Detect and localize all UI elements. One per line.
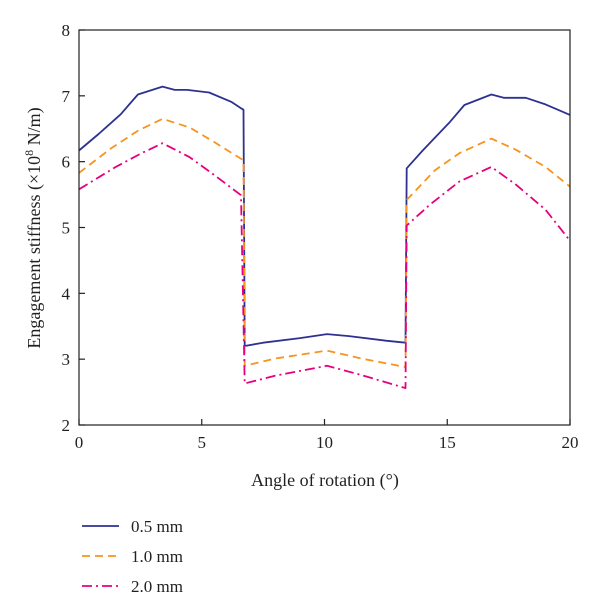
legend: 0.5 mm 1.0 mm 2.0 mm	[82, 517, 183, 596]
y-axis-title-unit: N/m)	[24, 107, 45, 150]
x-tick-label: 0	[75, 433, 84, 452]
y-tick-label: 7	[62, 87, 71, 106]
y-tick-label: 2	[62, 416, 71, 435]
y-tick-label: 8	[62, 21, 71, 40]
x-tick-label: 10	[316, 433, 333, 452]
legend-label-3: 2.0 mm	[131, 577, 183, 596]
x-tick-label: 20	[562, 433, 579, 452]
y-axis-title-main: Engagement stiffness (×10	[24, 156, 45, 349]
legend-label-2: 1.0 mm	[131, 547, 183, 566]
x-tick-label: 15	[439, 433, 456, 452]
y-axis-title-exponent: 8	[22, 150, 36, 156]
series-layer	[78, 85, 571, 389]
series-line-1	[78, 85, 571, 347]
y-tick-label: 3	[62, 350, 71, 369]
legend-label-1: 0.5 mm	[131, 517, 183, 536]
series-line-3	[78, 142, 571, 389]
y-tick-label: 4	[62, 284, 71, 303]
y-axis-title: Engagement stiffness (×108 N/m)	[22, 107, 45, 348]
x-tick-label: 5	[198, 433, 207, 452]
ticks-layer: 0 5 10 15 20 2 3 4 5 6 7 8	[62, 21, 579, 452]
y-tick-label: 6	[62, 153, 71, 172]
x-axis-title: Angle of rotation (°)	[251, 470, 399, 491]
y-tick-label: 5	[62, 219, 71, 238]
series-line-2	[78, 118, 571, 368]
